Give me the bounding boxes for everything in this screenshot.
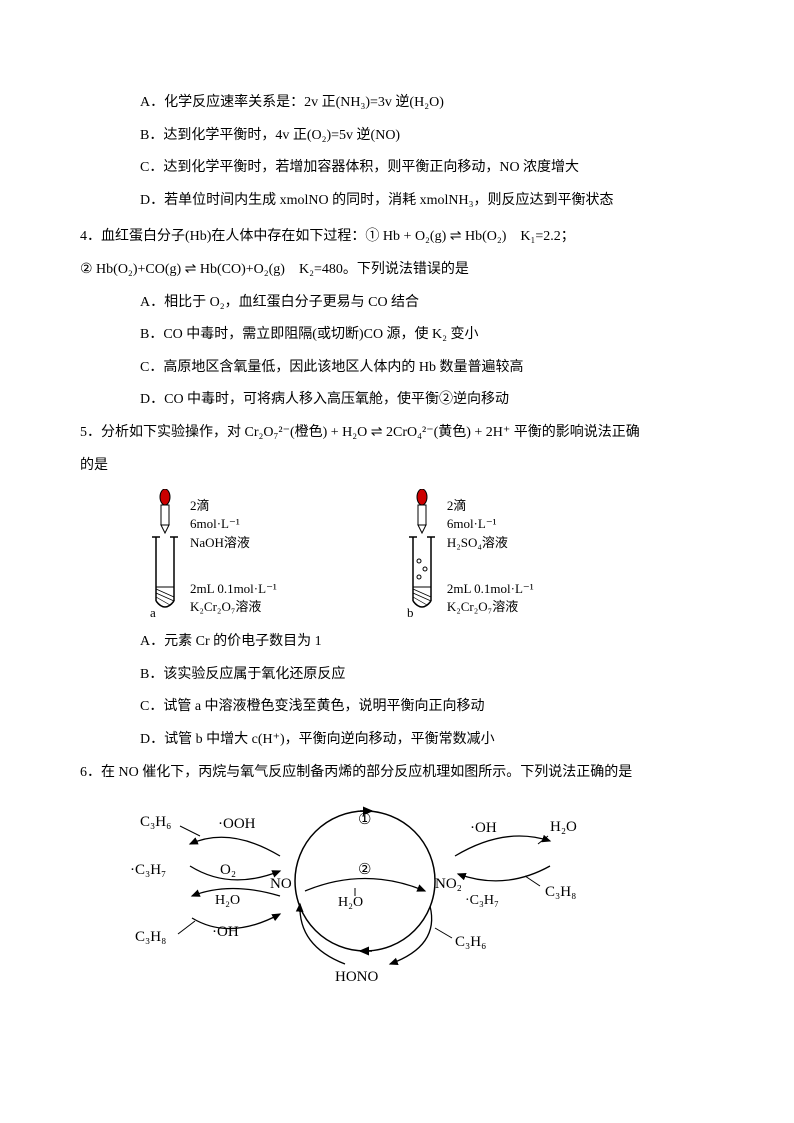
q5-option-a: A．元素 Cr 的价电子数目为 1	[140, 629, 714, 656]
tube-b-svg: b	[397, 489, 447, 619]
mech-num2: ②	[358, 862, 371, 878]
q4-option-b: B．CO 中毒时，需立即阻隔(或切断)CO 源，使 K₂ 变小	[140, 322, 714, 349]
tube-b-drops: 2滴	[447, 497, 534, 515]
tube-b-base2: K₂Cr₂O₇溶液	[447, 598, 534, 616]
mech-no: NO	[270, 876, 292, 892]
q5-stem: 5．分析如下实验操作，对 Cr₂O₇²⁻(橙色) + H₂O ⇌ 2CrO₄²⁻…	[80, 420, 714, 447]
mech-c3h7-l: ·C₃H₇	[130, 862, 166, 878]
mech-c3h7-r: ·C₃H₇	[465, 893, 499, 908]
svg-text:a: a	[150, 605, 156, 619]
mech-c3h8-l: C₃H₈	[135, 929, 166, 945]
frag-option-a: A．化学反应速率关系是：2v 正(NH₃)=3v 逆(H₂O)	[140, 90, 714, 117]
mech-no2: NO₂	[435, 876, 462, 892]
tube-b-base: 2mL 0.1mol·L⁻¹	[447, 580, 534, 598]
mech-ooh: ·OOH	[218, 816, 256, 832]
tube-a-base: 2mL 0.1mol·L⁻¹	[190, 580, 277, 598]
mech-h2o-r: H₂O	[550, 819, 577, 835]
q4-stem-2: ② Hb(O₂)+CO(g) ⇌ Hb(CO)+O₂(g) K₂=480。下列说…	[80, 257, 714, 284]
q4-option-c: C．高原地区含氧量低，因此该地区人体内的 Hb 数量普遍较高	[140, 355, 714, 382]
q5-option-c: C．试管 a 中溶液橙色变浅至黄色，说明平衡向正向移动	[140, 694, 714, 721]
tube-a-svg: a	[140, 489, 190, 619]
frag-option-b: B．达到化学平衡时，4v 正(O₂)=5v 逆(NO)	[140, 123, 714, 150]
q5-option-d: D．试管 b 中增大 c(H⁺)，平衡向逆向移动，平衡常数减小	[140, 727, 714, 754]
q4-option-a: A．相比于 O₂，血红蛋白分子更易与 CO 结合	[140, 290, 714, 317]
tube-b-reagent: H₂SO₄溶液	[447, 534, 534, 552]
tube-b-conc: 6mol·L⁻¹	[447, 515, 534, 533]
frag-option-d: D．若单位时间内生成 xmolNO 的同时，消耗 xmolNH₃，则反应达到平衡…	[140, 188, 714, 215]
mech-c3h6-b: C₃H₆	[455, 934, 486, 950]
tube-b: b 2滴 6mol·L⁻¹ H₂SO₄溶液 2mL 0.1mol·L⁻¹ K₂C…	[397, 489, 534, 619]
tube-a-reagent: NaOH溶液	[190, 534, 277, 552]
q4-option-d: D．CO 中毒时，可将病人移入高压氧舱，使平衡②逆向移动	[140, 387, 714, 414]
tube-a-base2: K₂Cr₂O₇溶液	[190, 598, 277, 616]
q5-stem-tail: 的是	[80, 453, 714, 480]
tube-a: a 2滴 6mol·L⁻¹ NaOH溶液 2mL 0.1mol·L⁻¹ K₂Cr…	[140, 489, 277, 619]
mech-h2o-c: H₂O	[338, 895, 363, 910]
mech-oh-r: ·OH	[470, 820, 497, 836]
q4-stem-1: 4．血红蛋白分子(Hb)在人体中存在如下过程：① Hb + O₂(g) ⇌ Hb…	[80, 224, 714, 251]
frag-option-c: C．达到化学平衡时，若增加容器体积，则平衡正向移动，NO 浓度增大	[140, 155, 714, 182]
q6-stem: 6．在 NO 催化下，丙烷与氧气反应制备丙烯的部分反应机理如图所示。下列说法正确…	[80, 760, 714, 787]
mech-oh-l: ·OH	[212, 924, 239, 940]
mech-num1: ①	[358, 812, 371, 828]
tube-a-conc: 6mol·L⁻¹	[190, 515, 277, 533]
mech-c3h8-r: C₃H₈	[545, 884, 576, 900]
mech-c3h6-l: C₃H₆	[140, 814, 171, 830]
q5-option-b: B．该实验反应属于氧化还原反应	[140, 662, 714, 689]
test-tube-diagrams: a 2滴 6mol·L⁻¹ NaOH溶液 2mL 0.1mol·L⁻¹ K₂Cr…	[140, 489, 714, 619]
mech-h2o-l: H₂O	[215, 893, 240, 908]
mech-hono: HONO	[335, 969, 378, 985]
svg-text:b: b	[407, 605, 414, 619]
mechanism-diagram: ② H₂O ① NO NO₂ C₃H₆ ·OOH ·C₃H₇ O₂ H₂O C₃…	[120, 796, 714, 986]
mech-o2: O₂	[220, 862, 236, 878]
tube-a-drops: 2滴	[190, 497, 277, 515]
